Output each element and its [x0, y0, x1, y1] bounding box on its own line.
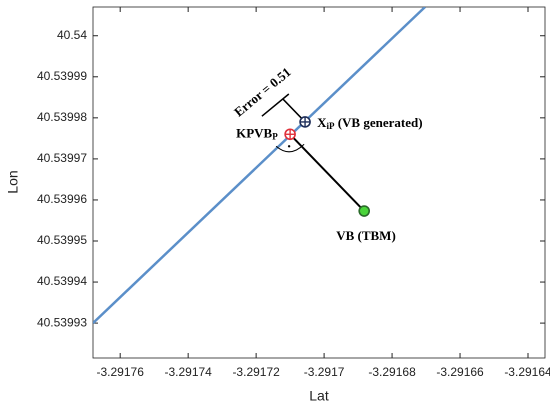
label-sub: P [272, 131, 278, 141]
point-label: XiP (VB generated) [317, 115, 422, 131]
y-axis-label: Lon [5, 170, 21, 193]
label-sub: iP [326, 121, 335, 131]
label-text: VB (TBM) [336, 228, 396, 243]
angle-dot [287, 145, 291, 148]
line [93, 7, 426, 325]
point [358, 205, 371, 217]
label-text: X [317, 115, 327, 130]
plot-area [92, 6, 546, 359]
label-rest: (VB generated) [334, 115, 422, 130]
x-tick-label: -3.29166 [436, 365, 484, 379]
y-tick-label: 40.53996 [37, 192, 87, 206]
y-tick-label: 40.53994 [37, 274, 87, 288]
point-label: VB (TBM) [336, 228, 396, 243]
y-tick-label: 40.53995 [37, 233, 87, 247]
y-tick-label: 40.54 [57, 28, 87, 42]
measure-line [285, 129, 365, 212]
x-axis-label: Lat [309, 388, 329, 404]
arc [275, 143, 305, 153]
y-tick-label: 40.53993 [37, 315, 87, 329]
y-tick-label: 40.53998 [37, 110, 87, 124]
point-label: KPVBP [236, 125, 278, 141]
x-tick-label: -3.2917 [304, 365, 345, 379]
label-text: KPVB [236, 125, 272, 140]
x-tick-label: -3.29172 [232, 365, 280, 379]
x-tick-label: -3.29176 [97, 365, 145, 379]
x-tick-label: -3.29174 [164, 365, 212, 379]
y-tick-label: 40.53999 [37, 69, 87, 83]
x-tick-label: -3.29168 [368, 365, 416, 379]
y-tick-label: 40.53997 [37, 151, 87, 165]
error-bracket [261, 93, 290, 117]
x-tick-label: -3.29164 [504, 365, 550, 379]
